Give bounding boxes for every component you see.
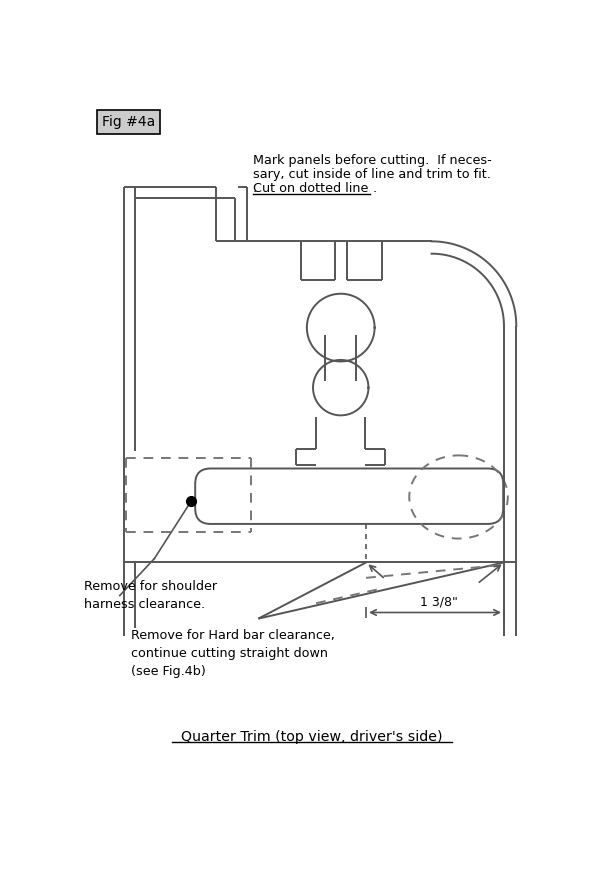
Text: 1 3/8": 1 3/8" (420, 595, 458, 608)
Text: Mark panels before cutting.  If neces-: Mark panels before cutting. If neces- (253, 155, 492, 168)
Text: sary, cut inside of line and trim to fit.: sary, cut inside of line and trim to fit… (253, 169, 491, 182)
Text: Quarter Trim (top view, driver's side): Quarter Trim (top view, driver's side) (181, 729, 443, 744)
Text: Fig #4a: Fig #4a (102, 115, 155, 129)
Text: Remove for shoulder
harness clearance.: Remove for shoulder harness clearance. (84, 580, 217, 611)
Text: .: . (253, 182, 257, 195)
Text: Remove for Hard bar clearance,
continue cutting straight down
(see Fig.4b): Remove for Hard bar clearance, continue … (131, 629, 335, 679)
Text: Cut on dotted line: Cut on dotted line (253, 182, 368, 195)
Text: .: . (372, 182, 376, 195)
